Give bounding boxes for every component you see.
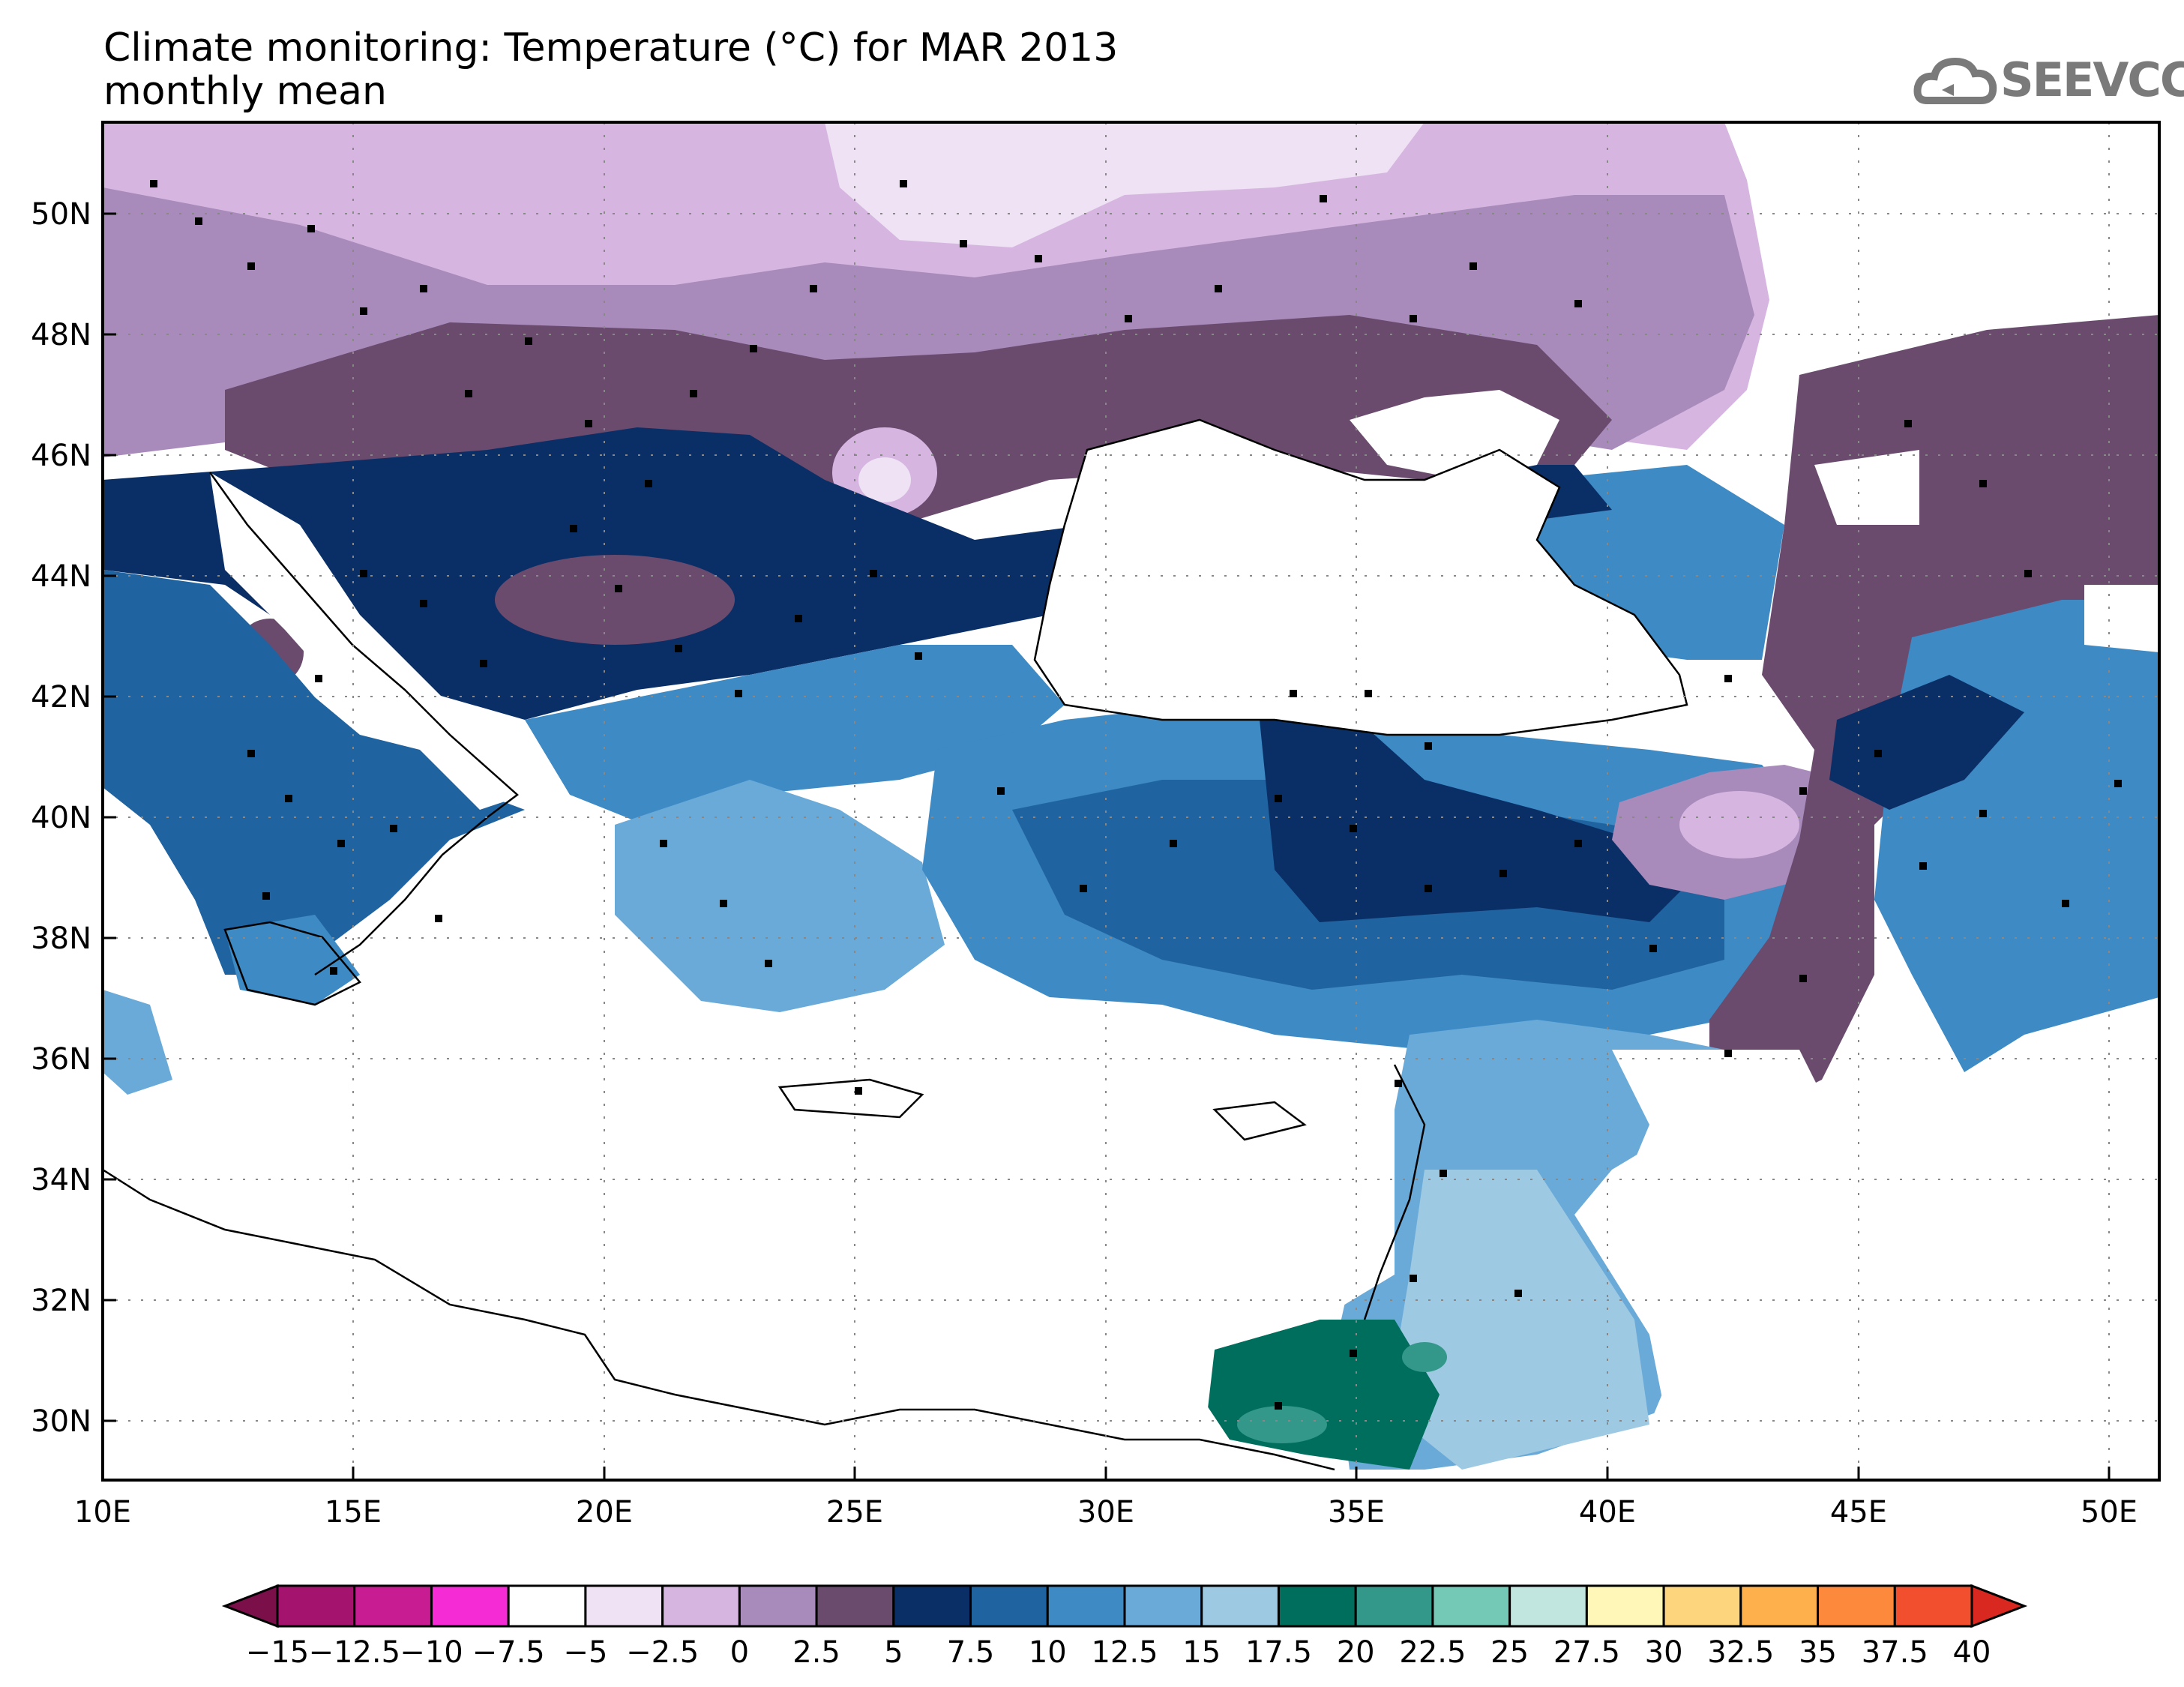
colorbar-box [738, 1584, 818, 1628]
lon-tick-label: 35E [1328, 1495, 1385, 1530]
colorbar-label: −5 [563, 1635, 607, 1670]
colorbar-label: 0 [730, 1635, 749, 1670]
colorbar-box [969, 1584, 1049, 1628]
colorbar-box [1893, 1584, 1973, 1628]
colorbar-label: 10 [1029, 1635, 1067, 1670]
colorbar-arrow-high [1970, 1584, 2028, 1629]
lat-tick-label: 48N [31, 318, 91, 352]
black-sea [1035, 420, 1687, 735]
colorbar-label: 40 [1953, 1635, 1991, 1670]
colorbar-box [892, 1584, 972, 1628]
colorbar-label: 25 [1490, 1635, 1529, 1670]
colorbar-label: 30 [1645, 1635, 1683, 1670]
lat-tick-label: 38N [31, 921, 91, 956]
colorbar-label: 35 [1799, 1635, 1837, 1670]
colorbar-label: −7.5 [472, 1635, 545, 1670]
colorbar-label: 17.5 [1245, 1635, 1312, 1670]
colorbar-box [1046, 1584, 1126, 1628]
colorbar-label: −2.5 [626, 1635, 699, 1670]
zone-north-palest [825, 122, 1425, 247]
zone-greece [615, 780, 945, 1012]
colorbar-box [815, 1584, 895, 1628]
colorbar-label: 2.5 [792, 1635, 840, 1670]
colorbar-box [1354, 1584, 1434, 1628]
colorbar-label: 37.5 [1862, 1635, 1928, 1670]
lat-tick-label: 46N [31, 439, 91, 473]
colorbar-label: 22.5 [1399, 1635, 1466, 1670]
colorbar-arrow-low [221, 1584, 279, 1629]
coastlines [103, 418, 1688, 1471]
colorbar-box [1123, 1584, 1203, 1628]
colorbar-box [1431, 1584, 1511, 1628]
plot-frame [101, 121, 2161, 1482]
colorbar-label: 32.5 [1707, 1635, 1774, 1670]
colorbar-label: −12.5 [308, 1635, 400, 1670]
zone-italy [103, 570, 525, 975]
colorbar-box [1508, 1584, 1588, 1628]
chart-subtitle: monthly mean [103, 69, 387, 114]
lat-tick-label: 32N [31, 1284, 91, 1318]
colorbar: −15 −12.5 −10 −7.5 −5 −2.5 0 2.5 5 7.5 10 12.5 15 17.… [221, 1584, 2028, 1670]
colorbar-label: 7.5 [947, 1635, 995, 1670]
lat-tick-labels: 30N 32N 34N 36N 38N 40N 42N 44N 46N 48N … [31, 197, 91, 1439]
lon-tick-labels: 10E 15E 20E 25E 30E 35E 40E 45E 50E [74, 1495, 2138, 1530]
lat-tick-label: 30N [31, 1404, 91, 1439]
colorbar-box [430, 1584, 510, 1628]
colorbar-label: 15 [1182, 1635, 1221, 1670]
logo-text: SEEVCCC [2000, 52, 2184, 107]
zone-east-blue [1874, 600, 2159, 1072]
colorbar-box [276, 1584, 356, 1628]
colorbar-label: 12.5 [1091, 1635, 1158, 1670]
lat-tick-label: 40N [31, 801, 91, 835]
colorbar-box [1662, 1584, 1742, 1628]
zone-balkan-blue [525, 645, 1065, 825]
colorbar-box [1200, 1584, 1280, 1628]
lon-tick-label: 20E [576, 1495, 633, 1530]
colorbar-box [584, 1584, 664, 1628]
lat-tick-label: 34N [31, 1163, 91, 1197]
lon-tick-label: 10E [74, 1495, 131, 1530]
colorbar-label: −15 [246, 1635, 309, 1670]
colorbar-box [1277, 1584, 1357, 1628]
lat-tick-label: 50N [31, 197, 91, 232]
lon-tick-label: 40E [1579, 1495, 1636, 1530]
cloud-icon [1913, 57, 1997, 104]
colorbar-label: 27.5 [1553, 1635, 1620, 1670]
chart-title: Climate monitoring: Temperature (°C) for… [103, 25, 1119, 70]
colorbar-box [507, 1584, 587, 1628]
colorbar-box [1817, 1584, 1896, 1628]
lon-tick-label: 30E [1077, 1495, 1134, 1530]
colorbar-label: −10 [400, 1635, 463, 1670]
lat-tick-label: 42N [31, 680, 91, 715]
colorbar-label: 20 [1337, 1635, 1375, 1670]
lon-tick-label: 50E [2081, 1495, 2138, 1530]
temperature-field [103, 122, 2159, 1480]
colorbar-box [1739, 1584, 1820, 1628]
lat-tick-label: 36N [31, 1042, 91, 1077]
lon-tick-label: 15E [325, 1495, 382, 1530]
axis-ticks [101, 212, 2111, 1480]
colorbar-box [353, 1584, 433, 1628]
mediterranean [103, 885, 1395, 1480]
lat-tick-label: 44N [31, 559, 91, 594]
lon-tick-label: 25E [826, 1495, 883, 1530]
colorbar-box [661, 1584, 741, 1628]
colorbar-box [1585, 1584, 1665, 1628]
zone-turkey-core [1260, 712, 1687, 922]
station-markers [150, 180, 2122, 1410]
colorbar-label: 5 [884, 1635, 903, 1670]
lon-tick-label: 45E [1830, 1495, 1887, 1530]
